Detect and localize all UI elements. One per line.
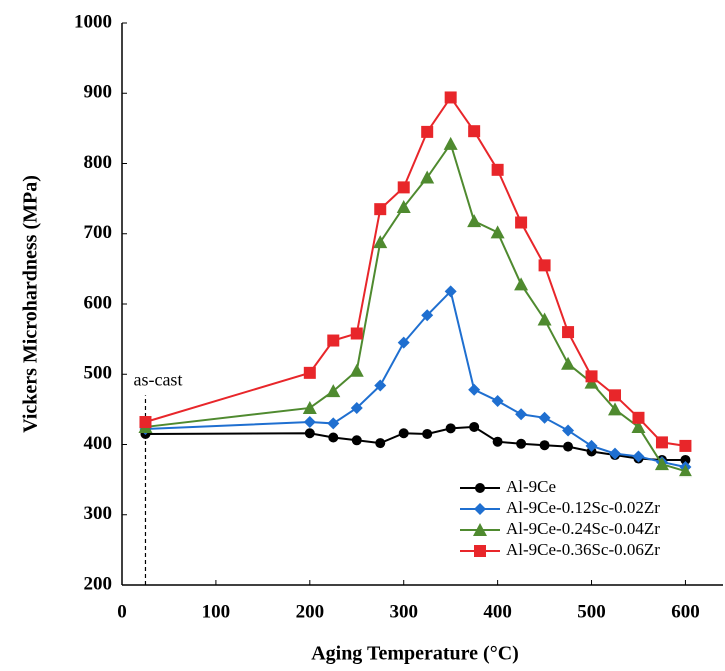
marker (514, 277, 529, 291)
x-axis-title: Aging Temperature (°C) (311, 643, 519, 665)
marker (491, 163, 504, 176)
legend-label: Al-9Ce-0.12Sc-0.02Zr (506, 498, 660, 517)
annotation: as-cast (133, 369, 182, 389)
marker (374, 203, 387, 216)
x-tick-label: 300 (389, 601, 418, 622)
marker (632, 411, 645, 424)
marker (585, 370, 598, 383)
marker (397, 336, 410, 349)
y-axis-title: Vickers Microhardness (MPa) (20, 175, 42, 433)
marker (327, 417, 340, 430)
legend-box (456, 476, 723, 564)
marker (420, 170, 435, 184)
marker (492, 436, 503, 447)
legend-label: Al-9Ce-0.24Sc-0.04Zr (506, 519, 660, 538)
marker (351, 435, 362, 446)
marker (443, 136, 458, 150)
marker (473, 523, 487, 536)
marker (563, 441, 574, 452)
marker (398, 428, 409, 439)
y-tick-label: 500 (84, 363, 113, 384)
y-tick-label: 1000 (74, 11, 112, 32)
marker (474, 545, 486, 557)
series-line (145, 425, 686, 461)
y-tick-label: 600 (84, 292, 113, 313)
marker (373, 235, 388, 249)
x-tick-label: 100 (202, 601, 231, 622)
marker (421, 125, 434, 138)
x-tick-label: 500 (577, 601, 606, 622)
marker (326, 384, 341, 398)
marker (303, 416, 316, 429)
marker (562, 326, 575, 339)
legend-label: Al-9Ce-0.36Sc-0.06Zr (506, 540, 660, 559)
x-tick-label: 400 (483, 601, 512, 622)
marker (396, 200, 411, 214)
marker (467, 214, 482, 228)
marker (349, 363, 364, 377)
x-tick-label: 600 (671, 601, 700, 622)
marker (328, 432, 339, 443)
marker (422, 428, 433, 439)
marker (632, 450, 645, 463)
marker (474, 503, 486, 515)
marker (678, 464, 693, 478)
marker (609, 389, 622, 402)
marker (585, 439, 598, 452)
y-tick-label: 200 (84, 573, 113, 594)
y-tick-label: 700 (84, 222, 113, 243)
marker (490, 225, 505, 239)
series-line (145, 289, 686, 468)
marker (139, 416, 152, 429)
marker (444, 91, 457, 104)
marker (491, 394, 504, 407)
marker (562, 424, 575, 437)
marker (515, 408, 528, 421)
marker (538, 259, 551, 272)
marker (609, 447, 622, 460)
marker (469, 421, 480, 432)
series-line (145, 141, 686, 473)
marker (468, 125, 481, 138)
marker (397, 181, 410, 194)
marker (374, 379, 387, 392)
marker (303, 366, 316, 379)
marker (421, 309, 434, 322)
marker (302, 400, 317, 414)
y-tick-label: 400 (84, 433, 113, 454)
marker (304, 428, 315, 439)
marker (375, 438, 386, 449)
marker (350, 327, 363, 340)
x-tick-label: 0 (117, 601, 127, 622)
marker (444, 285, 457, 298)
x-tick-label: 200 (296, 601, 325, 622)
marker (515, 216, 528, 229)
marker (516, 438, 527, 449)
marker (538, 411, 551, 424)
marker (655, 436, 668, 449)
marker (537, 312, 552, 326)
y-tick-label: 800 (84, 152, 113, 173)
marker (468, 383, 481, 396)
legend-label: Al-9Ce (506, 477, 556, 496)
marker (679, 439, 692, 452)
marker (561, 356, 576, 370)
marker (445, 423, 456, 434)
marker (654, 457, 669, 471)
marker (475, 483, 485, 493)
y-tick-label: 300 (84, 503, 113, 524)
marker (608, 402, 623, 416)
marker (327, 334, 340, 347)
series-line (145, 95, 686, 447)
marker (680, 454, 691, 465)
marker (631, 419, 646, 433)
y-tick-label: 900 (84, 82, 113, 103)
marker (539, 440, 550, 451)
marker (350, 401, 363, 414)
